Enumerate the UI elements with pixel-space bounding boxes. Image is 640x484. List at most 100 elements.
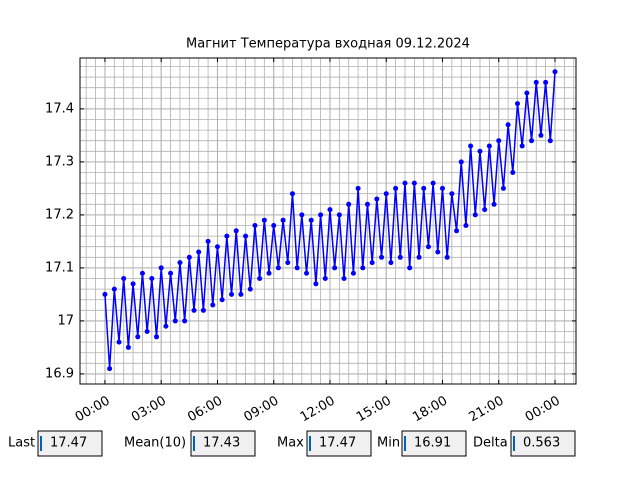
y-tick-label: 17.3 bbox=[45, 154, 74, 169]
data-point bbox=[289, 191, 295, 197]
y-tick-label: 17.2 bbox=[45, 207, 74, 222]
data-point bbox=[229, 291, 235, 297]
data-point bbox=[205, 238, 211, 244]
data-point bbox=[271, 223, 277, 229]
stat-value: 17.47 bbox=[319, 436, 356, 451]
data-point bbox=[346, 201, 352, 207]
data-point bbox=[491, 201, 497, 207]
data-point bbox=[379, 254, 385, 260]
data-point bbox=[219, 297, 225, 303]
data-point bbox=[355, 185, 361, 191]
data-point bbox=[116, 339, 122, 345]
stat-value: 0.563 bbox=[523, 436, 560, 451]
data-point bbox=[514, 101, 520, 107]
x-tick-label: 21:00 bbox=[467, 394, 507, 426]
data-point bbox=[552, 69, 558, 75]
data-point bbox=[435, 249, 441, 255]
stat-label: Last bbox=[8, 436, 35, 451]
data-point bbox=[177, 260, 183, 266]
data-point bbox=[280, 217, 286, 223]
data-point bbox=[369, 260, 375, 266]
data-point bbox=[332, 265, 338, 271]
data-point bbox=[304, 270, 310, 276]
x-tick-label: 00:00 bbox=[523, 394, 563, 426]
stat-value: 17.47 bbox=[50, 436, 87, 451]
data-point bbox=[238, 291, 244, 297]
data-point bbox=[449, 191, 455, 197]
stat-box bbox=[190, 430, 256, 457]
data-point bbox=[261, 217, 267, 223]
stat-value: 17.43 bbox=[203, 436, 240, 451]
data-point bbox=[425, 244, 431, 250]
data-point bbox=[533, 79, 539, 85]
data-point bbox=[454, 228, 460, 234]
data-point bbox=[336, 212, 342, 218]
data-point bbox=[275, 265, 281, 271]
data-point bbox=[547, 138, 553, 144]
data-point bbox=[210, 302, 216, 308]
data-point bbox=[154, 334, 160, 340]
data-point bbox=[102, 291, 108, 297]
data-point bbox=[468, 143, 474, 149]
plot-frame bbox=[79, 57, 577, 385]
data-point bbox=[350, 270, 356, 276]
data-point bbox=[402, 180, 408, 186]
data-point bbox=[411, 180, 417, 186]
data-point bbox=[482, 207, 488, 213]
data-point bbox=[285, 260, 291, 266]
stat-box bbox=[37, 430, 103, 457]
data-point bbox=[416, 254, 422, 260]
data-point bbox=[500, 185, 506, 191]
data-point bbox=[163, 323, 169, 329]
data-point bbox=[393, 185, 399, 191]
data-point bbox=[149, 276, 155, 282]
data-point bbox=[214, 244, 220, 250]
stat-label: Min bbox=[377, 436, 400, 451]
data-point bbox=[313, 281, 319, 287]
x-tick-label: 03:00 bbox=[129, 394, 169, 426]
data-point bbox=[182, 318, 188, 324]
data-point bbox=[224, 233, 230, 239]
data-point bbox=[233, 228, 239, 234]
stat-label: Mean(10) bbox=[124, 436, 186, 451]
data-point bbox=[364, 201, 370, 207]
data-point bbox=[266, 270, 272, 276]
data-point bbox=[388, 260, 394, 266]
x-tick-label: 06:00 bbox=[185, 394, 225, 426]
data-point bbox=[505, 122, 511, 128]
data-point bbox=[125, 344, 131, 350]
data-point bbox=[543, 79, 549, 85]
data-point bbox=[360, 265, 366, 271]
data-point bbox=[439, 185, 445, 191]
data-point bbox=[397, 254, 403, 260]
data-point bbox=[139, 270, 145, 276]
y-tick-label: 16.9 bbox=[45, 366, 74, 381]
data-point bbox=[463, 223, 469, 229]
stat-box bbox=[510, 430, 576, 457]
data-point bbox=[130, 281, 136, 287]
stat-value: 16.91 bbox=[414, 436, 451, 451]
data-point bbox=[121, 276, 127, 282]
data-point bbox=[257, 276, 263, 282]
data-point bbox=[168, 270, 174, 276]
data-point bbox=[538, 132, 544, 138]
data-point bbox=[158, 265, 164, 271]
data-point bbox=[421, 185, 427, 191]
y-tick-label: 17 bbox=[57, 313, 74, 328]
data-point bbox=[107, 366, 113, 372]
data-point bbox=[496, 138, 502, 144]
data-point bbox=[308, 217, 314, 223]
x-tick-label: 12:00 bbox=[298, 394, 338, 426]
chart-title: Магнит Температура входная 09.12.2024 bbox=[186, 37, 470, 52]
data-point bbox=[458, 159, 464, 165]
data-point bbox=[111, 286, 117, 292]
data-point bbox=[186, 254, 192, 260]
data-point bbox=[243, 233, 249, 239]
data-point bbox=[172, 318, 178, 324]
stat-box bbox=[401, 430, 467, 457]
x-tick-label: 15:00 bbox=[354, 394, 394, 426]
data-point bbox=[430, 180, 436, 186]
data-point bbox=[407, 265, 413, 271]
data-point bbox=[294, 265, 300, 271]
